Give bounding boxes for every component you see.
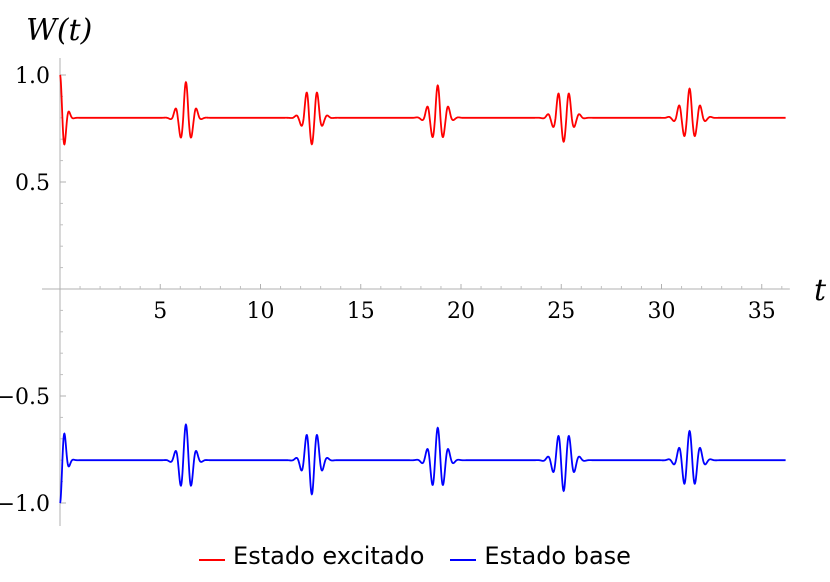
series-line-excited [59, 74, 786, 146]
y-tick-label: −0.5 [0, 385, 50, 410]
chart-plot-area: 5 10 15 20 25 30 35 1.0 0.5 −0.5 −1.0 W(t) t [0, 13, 827, 526]
series-line-ground [59, 423, 786, 504]
y-axis-title: W(t) [26, 13, 92, 48]
legend: Estado excitado Estado base [0, 536, 830, 576]
x-axis-title: t [814, 273, 827, 308]
legend-swatch-ground [450, 559, 477, 561]
series-layer [59, 74, 786, 504]
axes [42, 58, 790, 526]
legend-label-ground: Estado base [484, 542, 631, 570]
x-tick-label: 5 [153, 299, 167, 324]
legend-item-excited: Estado excitado [199, 542, 424, 570]
legend-label-excited: Estado excitado [233, 542, 425, 570]
y-tick-label: 1.0 [15, 64, 50, 89]
x-tick-label: 25 [547, 299, 575, 324]
x-tick-label: 20 [447, 299, 475, 324]
x-tick-label: 10 [247, 299, 275, 324]
legend-swatch-excited [199, 559, 226, 561]
x-tick-label: 30 [648, 299, 676, 324]
x-tick-label: 35 [748, 299, 776, 324]
x-tick-label: 15 [347, 299, 375, 324]
labels-layer: 5 10 15 20 25 30 35 1.0 0.5 −0.5 −1.0 W(t) t [0, 13, 827, 517]
y-tick-label: −1.0 [0, 492, 50, 517]
y-tick-label: 0.5 [15, 171, 50, 196]
legend-item-ground: Estado base [450, 542, 631, 570]
